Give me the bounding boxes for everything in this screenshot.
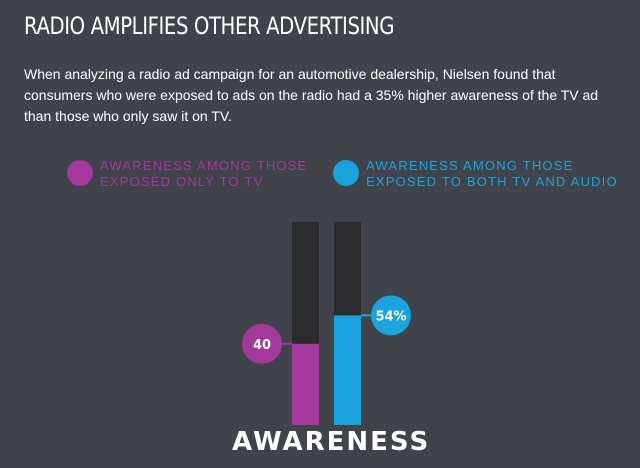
legend-item-tv-audio: AWARENESS AMONG THOSE EXPOSED TO BOTH TV… bbox=[333, 158, 626, 190]
chart-description: When analyzing a radio ad campaign for a… bbox=[24, 66, 599, 124]
x-axis-label: AWARENESS bbox=[232, 427, 431, 457]
legend-swatch-tv-audio bbox=[333, 160, 359, 186]
data-label: 40 bbox=[253, 338, 271, 353]
legend-label-tv-only: AWARENESS AMONG THOSE EXPOSED ONLY TO TV bbox=[100, 158, 308, 189]
legend-swatch-tv-only bbox=[67, 160, 93, 186]
chart-title: RADIO AMPLIFIES OTHER ADVERTISING bbox=[24, 12, 395, 40]
data-label: 54% bbox=[375, 309, 406, 324]
value-bubble bbox=[371, 295, 411, 336]
legend-item-tv-only: AWARENESS AMONG THOSE EXPOSED ONLY TO TV bbox=[67, 158, 335, 190]
value-bubble bbox=[242, 323, 282, 364]
legend-label-tv-audio: AWARENESS AMONG THOSE EXPOSED TO BOTH TV… bbox=[366, 158, 618, 189]
bar bbox=[292, 343, 319, 425]
bar bbox=[334, 315, 361, 425]
